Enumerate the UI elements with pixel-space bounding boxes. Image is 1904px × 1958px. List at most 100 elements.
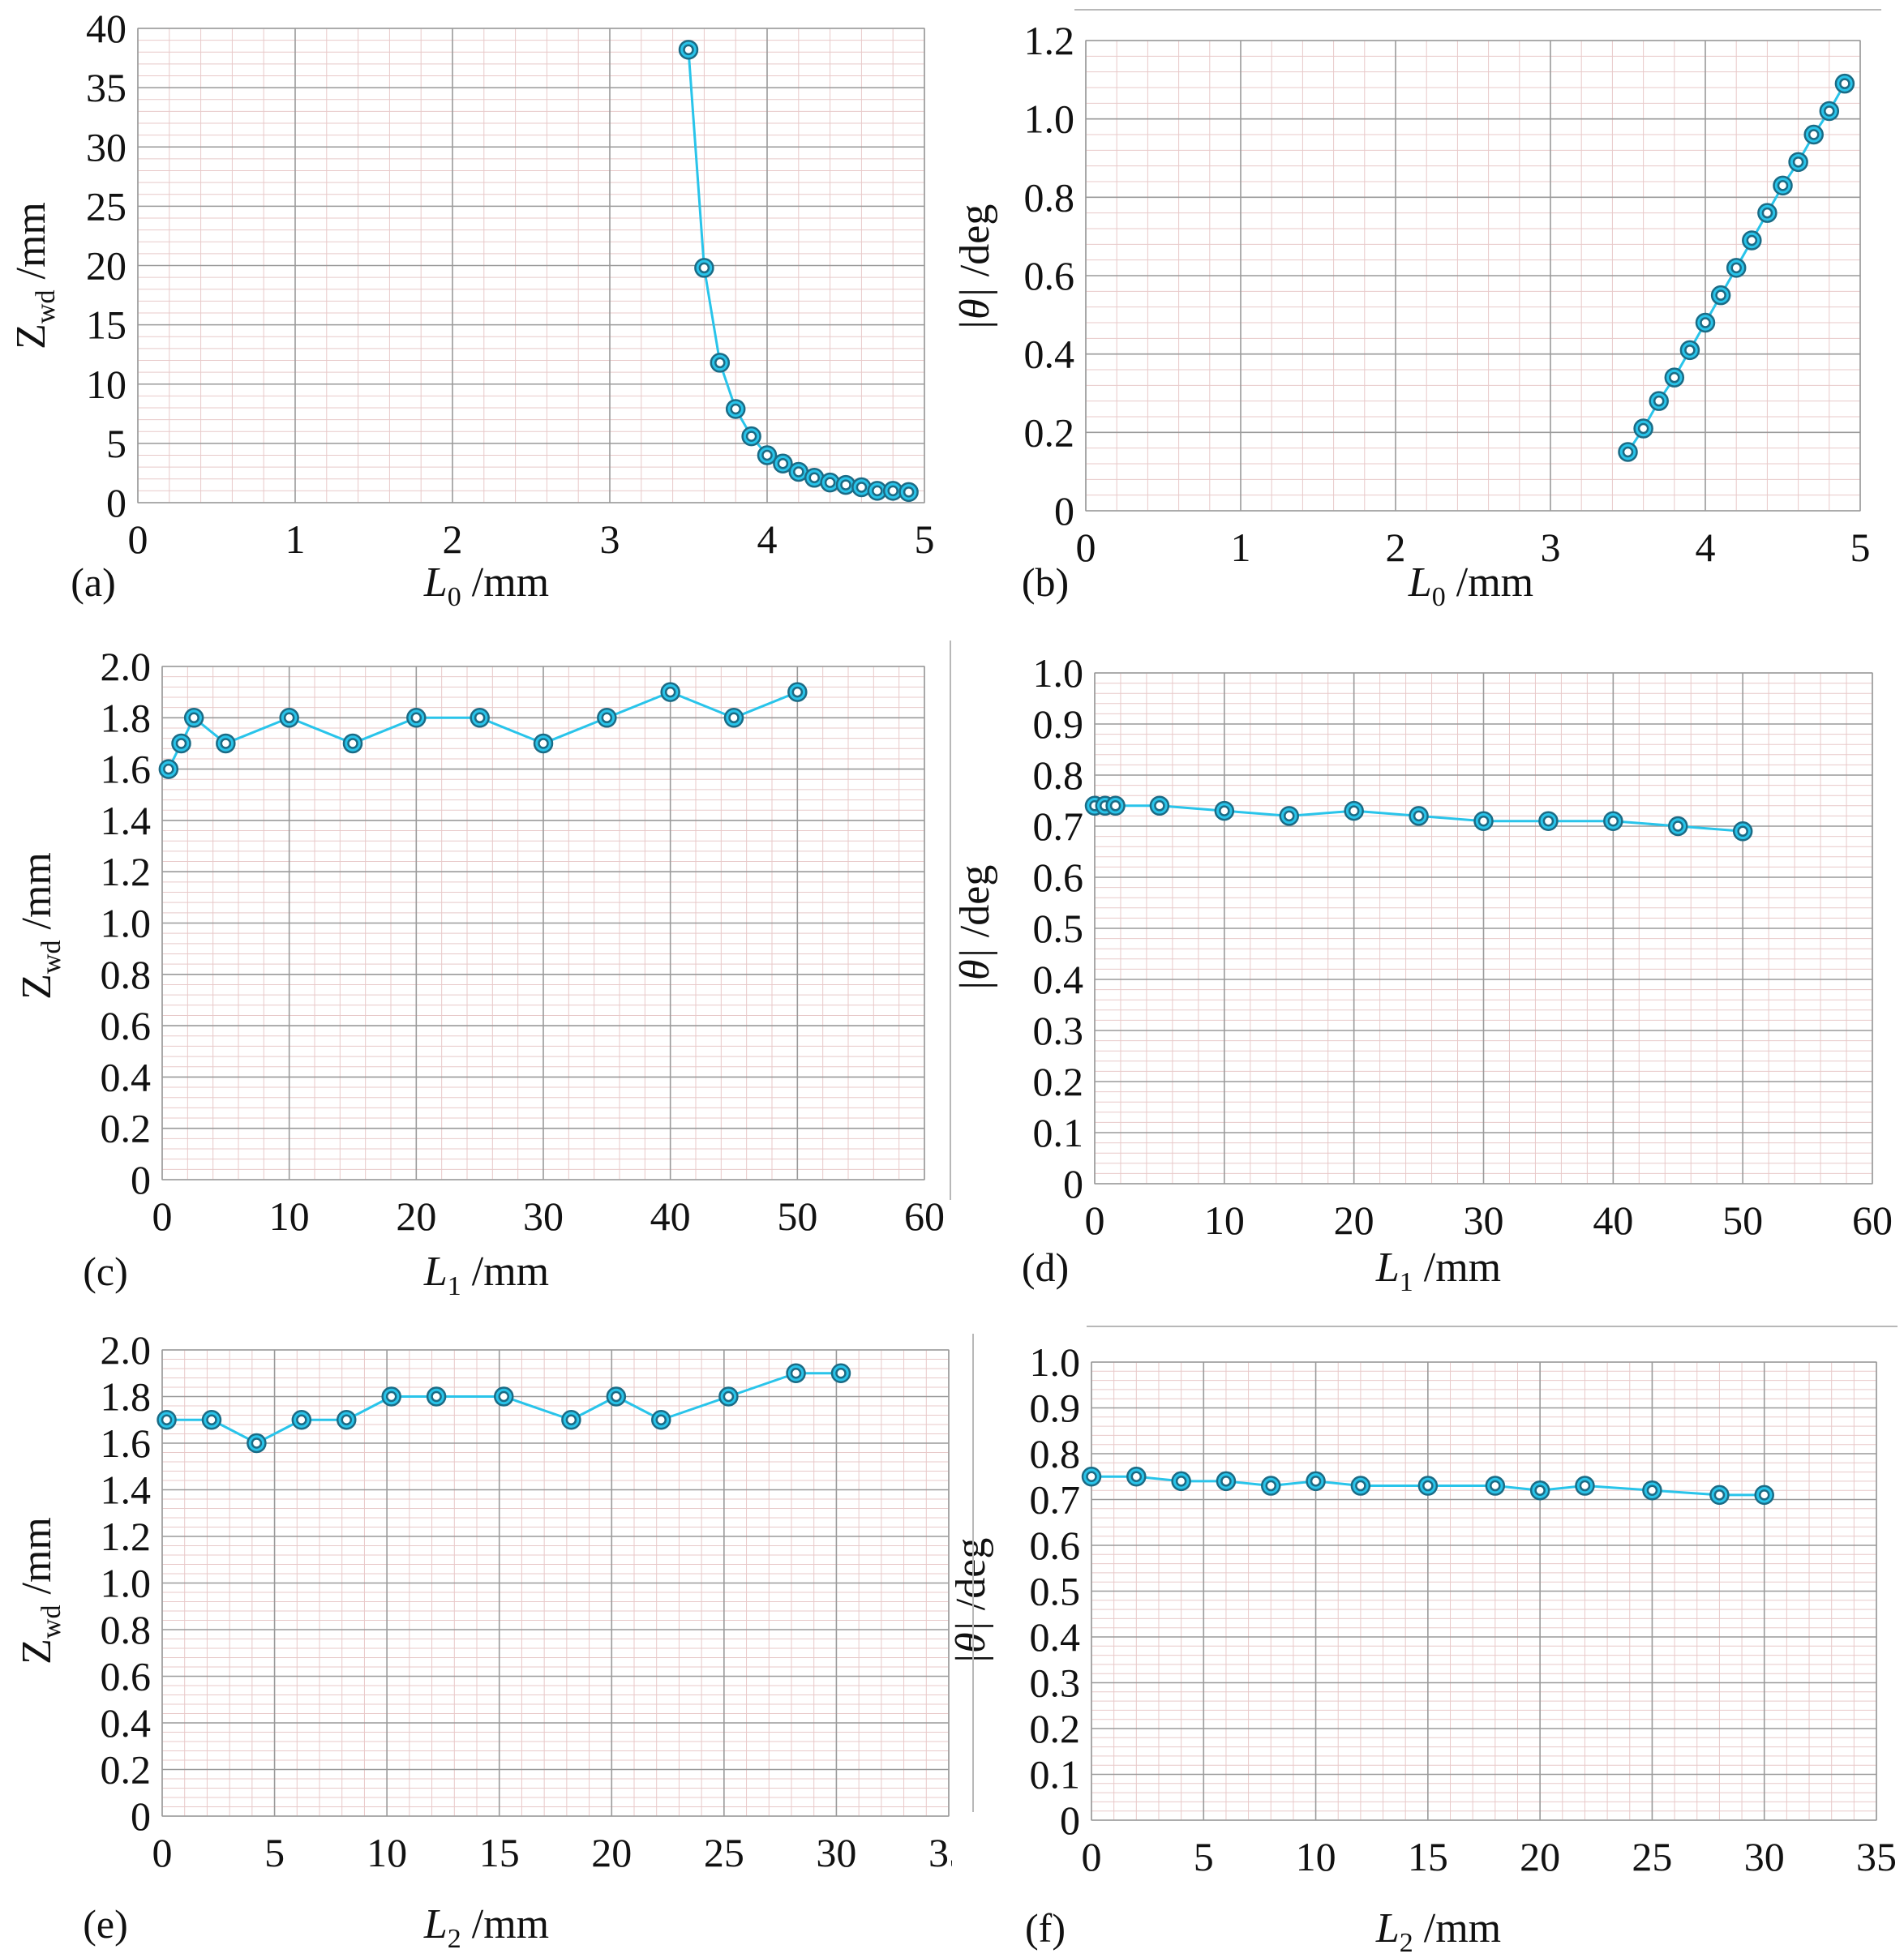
y-tick-label: 0.3 (1030, 1660, 1081, 1706)
y-tick-label: 0.5 (1033, 906, 1084, 951)
data-point (1306, 1471, 1326, 1492)
panel-e: 0 5 10 15 20 25 30 35 00.20.40.60.81.01.21.41.61… (0, 1305, 952, 1958)
x-axis-title-unit: /mm (1446, 559, 1533, 606)
x-tick-label: 60 (904, 1193, 945, 1239)
y-tick-label: 2.0 (101, 644, 152, 689)
data-point (291, 1410, 312, 1430)
x-axis-title-subscript: 0 (448, 582, 461, 612)
y-tick-label: 0.4 (1024, 332, 1075, 377)
data-point (851, 477, 872, 498)
data-point (786, 1363, 806, 1383)
data-point (660, 682, 680, 702)
x-axis-title-main: L (423, 559, 448, 606)
data-point (1732, 821, 1753, 842)
x-axis-title-unit: /mm (1413, 1245, 1501, 1291)
y-axis-title-main: |θ| (952, 948, 998, 992)
x-tick-label: 0 (152, 1193, 173, 1239)
data-point (171, 733, 191, 754)
data-point (1216, 1471, 1237, 1492)
y-axis-title-main: Z (8, 323, 54, 349)
chart-d: 0 10 20 30 40 50 6000.10.20.30.40.50.60.70.80.… (952, 650, 1893, 1297)
data-point (1126, 1467, 1147, 1487)
y-axis-title: Zwd /mm (14, 852, 66, 1000)
y-tick-label: 0.7 (1030, 1477, 1081, 1523)
y-axis-title-subscript: wd (31, 290, 61, 324)
x-tick-label: 40 (650, 1193, 691, 1239)
y-axis-title-unit: /deg (952, 865, 998, 949)
x-tick-label: 0 (128, 516, 148, 562)
x-axis-title-main: L (423, 1249, 448, 1295)
data-point (337, 1410, 357, 1430)
x-tick-label: 5 (264, 1830, 285, 1875)
y-tick-label: 0.8 (1033, 752, 1084, 798)
y-tick-label: 1.2 (1024, 18, 1075, 63)
y-tick-label: 1.6 (101, 1420, 152, 1466)
data-point (342, 733, 363, 754)
x-tick-label: 0 (1082, 1834, 1102, 1879)
y-tick-label: 1.0 (1030, 1339, 1081, 1385)
data-point (1695, 312, 1716, 333)
data-point (710, 353, 731, 373)
panel-c: 0 10 20 30 40 50 60 0 0.2 0.4 0.6 0.8 1.0 1.2 1.4 1.6 1.… (0, 632, 952, 1305)
x-tick-label: 30 (1744, 1834, 1785, 1879)
y-tick-label: 0 (1054, 488, 1074, 533)
y-tick-label: 0.8 (101, 952, 152, 997)
panel-a: 0 1 2 3 4 5 0 5 10 15 20 25 30 35 40 L0 /mm Zwd /mm (a) (0, 0, 952, 632)
x-axis-title-subscript: 2 (1400, 1928, 1413, 1958)
x-tick-label: 2 (1386, 525, 1406, 570)
x-axis-title-subscript: 1 (448, 1271, 461, 1301)
y-tick-label: 0.2 (101, 1747, 152, 1793)
data-point (1710, 285, 1731, 306)
x-axis-title-unit: /mm (461, 1901, 549, 1947)
x-tick-label: 20 (591, 1830, 632, 1875)
data-point (157, 1410, 177, 1430)
x-axis-title: L2 /mm (1375, 1905, 1501, 1958)
x-tick-label: 40 (1593, 1198, 1633, 1243)
y-axis-title-subscript: wd (36, 1605, 66, 1639)
x-tick-label: 15 (479, 1830, 520, 1875)
y-tick-label: 0.2 (1033, 1059, 1084, 1104)
data-point (678, 40, 699, 60)
data-point (533, 733, 554, 754)
panel-label: (a) (71, 559, 116, 605)
data-point (1726, 258, 1747, 278)
x-axis-title-unit: /mm (1413, 1905, 1501, 1952)
data-point (381, 1386, 401, 1407)
y-axis-title: |θ| /deg (952, 865, 998, 992)
x-axis-title-subscript: 2 (448, 1924, 461, 1954)
x-axis-title: L1 /mm (423, 1249, 549, 1301)
x-tick-label: 30 (1464, 1198, 1504, 1243)
y-axis-title-unit: /deg (952, 204, 998, 288)
x-axis-title: L0 /mm (423, 559, 549, 612)
y-tick-label: 0 (131, 1157, 151, 1202)
y-tick-label: 1.6 (101, 747, 152, 792)
data-point (1618, 442, 1638, 462)
panel-d: 0 10 20 30 40 50 60 0 0.1 0.2 0.3 0.4 0.5 0.6 0.7 0.8 0.… (952, 632, 1904, 1305)
data-point (1171, 1471, 1191, 1492)
data-point (1803, 124, 1824, 145)
data-point (247, 1433, 267, 1454)
x-tick-label: 30 (816, 1830, 856, 1875)
data-point (279, 708, 299, 728)
data-point (1344, 800, 1364, 821)
data-point (757, 445, 778, 465)
data-point (1754, 1485, 1774, 1506)
y-tick-label: 25 (86, 183, 127, 229)
y-tick-label: 1.0 (101, 1561, 152, 1606)
y-tick-label: 15 (86, 302, 127, 348)
y-tick-label: 0.1 (1033, 1110, 1084, 1155)
y-tick-label: 0.8 (1030, 1431, 1081, 1476)
y-tick-label: 1.0 (101, 901, 152, 946)
x-tick-label: 20 (1520, 1834, 1560, 1879)
data-point (1633, 418, 1653, 439)
data-point (158, 759, 179, 779)
x-axis-title-subscript: 1 (1400, 1267, 1413, 1297)
x-axis-title-main: L (423, 1901, 448, 1947)
y-tick-label: 0.4 (1033, 957, 1084, 1002)
data-point (723, 708, 744, 728)
x-axis-title-unit: /mm (461, 559, 549, 606)
y-axis-title: |θ| /deg (952, 204, 998, 332)
chart-b: 0 1 2 3 4 500.20.40.60.81.01.2L0 /mm|θ| /deg(… (952, 18, 1871, 612)
x-tick-label: 10 (1204, 1198, 1245, 1243)
x-axis-title-main: L (1408, 559, 1432, 606)
